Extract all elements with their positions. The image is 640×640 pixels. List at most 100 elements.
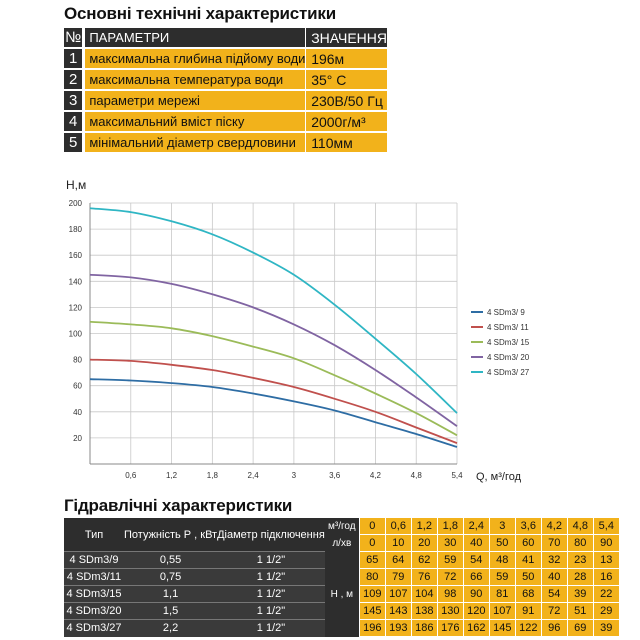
hydro-head-cell: 186 — [410, 619, 438, 637]
hydro-q-lmin-cell: 10 — [384, 534, 412, 552]
y-tick-label: 100 — [69, 330, 83, 339]
hydro-diameter-cell: 1 1/2" — [217, 602, 325, 620]
hydro-head-cell: 193 — [384, 619, 412, 637]
hydro-head-cell: 32 — [540, 551, 568, 569]
specs-row-value: 196м — [306, 49, 387, 68]
legend-label: 4 SDm3/ 27 — [487, 368, 530, 377]
specs-row-param: максимальна глибина підйому води — [85, 49, 306, 68]
hydro-head-cell: 39 — [592, 619, 619, 637]
specs-row-value: 2000г/м³ — [306, 112, 387, 131]
hydro-head-cell: 23 — [566, 551, 594, 569]
hydro-head-cell: 28 — [566, 568, 594, 586]
hydro-q-m3-cell: 4,2 — [540, 518, 568, 535]
y-tick-label: 20 — [73, 434, 82, 443]
hydro-head-cell: 107 — [488, 602, 516, 620]
series-line — [89, 358, 458, 444]
hydro-unit-head: Н , м — [324, 551, 360, 637]
x-tick-label: 1,8 — [207, 471, 219, 480]
legend-label: 4 SDm3/ 9 — [487, 308, 525, 317]
hydro-head-cell: 65 — [358, 551, 386, 569]
hydro-row: 4 SDm3/11 0,75 1 1/2" 80 79 76 72 66 59 50 40 28 16 — [64, 568, 619, 586]
legend-label: 4 SDm3/ 20 — [487, 353, 530, 362]
hydro-head-cell: 64 — [384, 551, 412, 569]
hydro-q-m3-cell: 2,4 — [462, 518, 490, 535]
hydro-power-cell: 0,55 — [124, 551, 218, 569]
hydro-head-cell: 72 — [540, 602, 568, 620]
specs-row-num: 3 — [64, 91, 86, 110]
hydro-type-cell: 4 SDm3/15 — [64, 585, 124, 603]
hydro-q-lmin-row: л/хв 0 10 20 30 40 50 60 70 80 90 — [64, 534, 619, 552]
hydro-head-cell: 41 — [514, 551, 542, 569]
hydro-q-lmin-cell: 40 — [462, 534, 490, 552]
x-tick-label: 4,2 — [370, 471, 382, 480]
specs-title: Основні технічні характеристики — [64, 4, 336, 23]
hydro-head-cell: 91 — [514, 602, 542, 620]
hydro-head-cell: 72 — [436, 568, 464, 586]
specs-row-param: параметри мережі — [85, 91, 306, 110]
chart-axes — [89, 203, 457, 465]
y-tick-label: 160 — [69, 251, 83, 260]
hydro-head-cell: 145 — [488, 619, 516, 637]
series-line — [89, 207, 458, 414]
hydro-q-m3-cell: 5,4 — [592, 518, 619, 535]
series-line — [89, 320, 458, 437]
hydro-head-cell: 81 — [488, 585, 516, 603]
hydro-head-cell: 40 — [540, 568, 568, 586]
hydro-diameter-cell: 1 1/2" — [217, 568, 325, 586]
hydro-type-cell: 4 SDm3/20 — [64, 602, 124, 620]
specs-header-row: № ПАРАМЕТРИ ЗНАЧЕННЯ — [64, 28, 387, 47]
hydro-row: 4 SDm3/15 1,1 1 1/2" 109 107 104 98 90 81 68 54 39 2… — [64, 585, 619, 603]
specs-row-num: 4 — [64, 112, 86, 131]
specs-header-param: ПАРАМЕТРИ — [85, 28, 306, 47]
head-flow-chart: 20 40 60 80 100 120 140 160 180 200 0,6 1,2 1,8 2,4 3 3… — [66, 178, 530, 483]
chart-series-lines — [89, 207, 458, 448]
specs-header-num: № — [64, 28, 86, 47]
hydro-head-cell: 76 — [410, 568, 438, 586]
hydro-q-m3-cell: 0,6 — [384, 518, 412, 535]
hydro-head-cell: 22 — [592, 585, 619, 603]
hydro-q-lmin-cell: 60 — [514, 534, 542, 552]
hydro-head-cell: 196 — [358, 619, 386, 637]
hydro-q-m3-cell: 1,8 — [436, 518, 464, 535]
x-tick-label: 0,6 — [125, 471, 137, 480]
y-tick-label: 80 — [73, 356, 82, 365]
specs-row-num: 2 — [64, 70, 86, 89]
hydro-head-cell: 48 — [488, 551, 516, 569]
hydro-head-cell: 104 — [410, 585, 438, 603]
specs-header-value: ЗНАЧЕННЯ — [306, 28, 387, 47]
hydro-q-lmin-cell: 30 — [436, 534, 464, 552]
hydro-head-cell: 162 — [462, 619, 490, 637]
hydro-head-cell: 29 — [592, 602, 619, 620]
x-tick-label: 3,6 — [329, 471, 341, 480]
y-tick-label: 140 — [69, 277, 83, 286]
hydro-power-cell: 2,2 — [124, 619, 218, 637]
specs-row-value: 110мм — [306, 133, 387, 152]
legend-label: 4 SDm3/ 11 — [487, 323, 529, 332]
hydro-diameter-cell: 1 1/2" — [217, 619, 325, 637]
x-axis-label: Q, м³/год — [476, 471, 522, 483]
hydro-row: 4 SDm3/9 0,55 1 1/2" Н , м 65 64 62 59 54 48 41 32 2… — [64, 551, 619, 637]
hydro-head-cell: 96 — [540, 619, 568, 637]
hydro-q-m3-cell: 0 — [358, 518, 386, 535]
hydro-diameter-cell: 1 1/2" — [217, 585, 325, 603]
hydro-head-cell: 13 — [592, 551, 619, 569]
hydro-q-m3-cell: 3 — [488, 518, 516, 535]
hydro-power-cell: 1,1 — [124, 585, 218, 603]
hydro-head-cell: 39 — [566, 585, 594, 603]
hydro-head-cell: 66 — [462, 568, 490, 586]
specs-row: 5 мінімальний діаметр свердловини 110мм — [64, 133, 387, 152]
hydro-q-lmin-cell: 20 — [410, 534, 438, 552]
y-tick-label: 40 — [73, 408, 82, 417]
hydro-head-cell: 107 — [384, 585, 412, 603]
specs-row-param: максимальна температура води — [85, 70, 306, 89]
specs-row-value: 230В/50 Гц — [306, 91, 387, 110]
hydro-q-lmin-cell: 80 — [566, 534, 594, 552]
hydro-type-cell: 4 SDm3/9 — [64, 551, 124, 569]
x-tick-label: 1,2 — [166, 471, 178, 480]
x-tick-label: 3 — [292, 471, 297, 480]
chart-grid — [90, 202, 458, 464]
hydro-head-cell: 79 — [384, 568, 412, 586]
specs-row-num: 5 — [64, 133, 86, 152]
hydro-head-cell: 138 — [410, 602, 438, 620]
hydro-q-lmin-cell: 50 — [488, 534, 516, 552]
